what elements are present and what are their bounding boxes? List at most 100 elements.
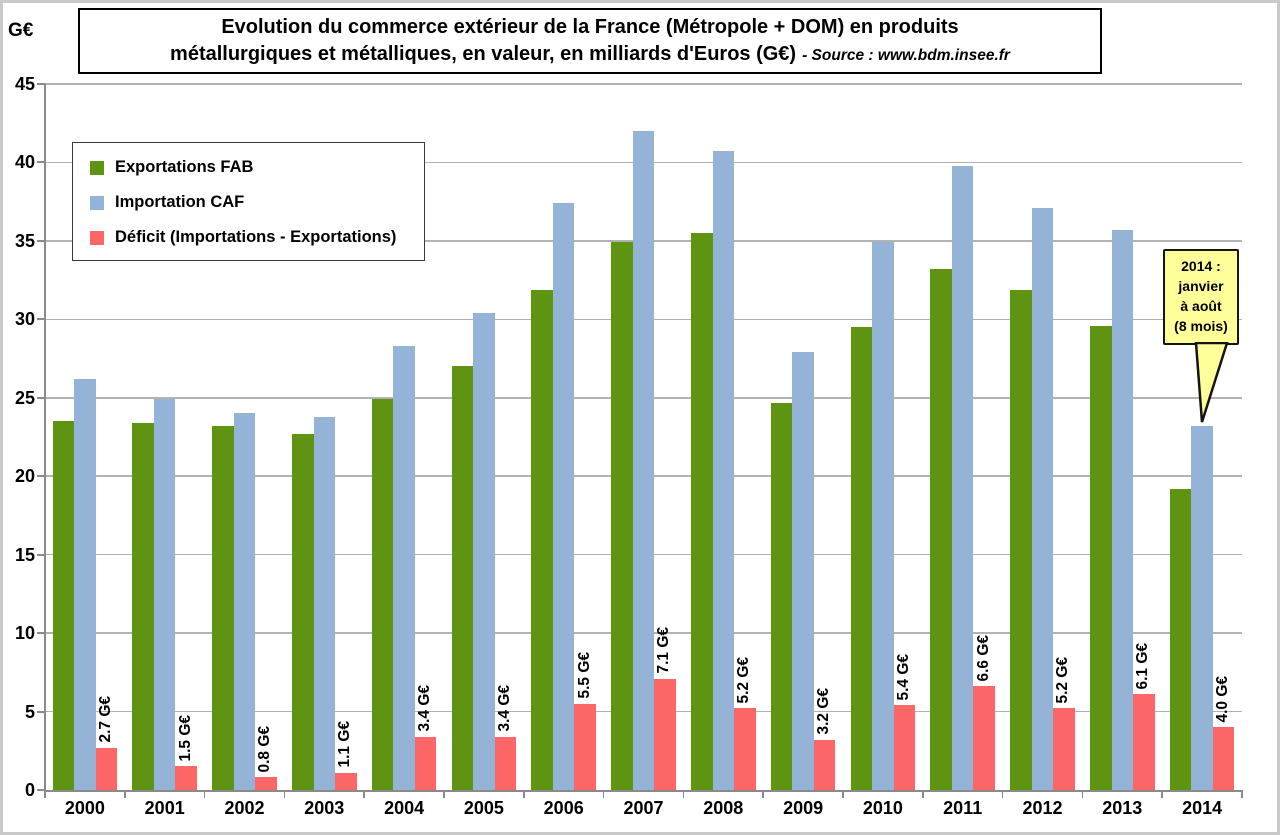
bar-deficit-2011: [973, 686, 995, 790]
legend-swatch-2: [90, 230, 104, 245]
bar-group-2013: 6.1 G€: [1082, 84, 1162, 790]
x-tick-mark-11: [922, 792, 924, 798]
y-tick-mark-45: [37, 83, 45, 85]
deficit-value-label-2006: 5.5 G€: [575, 652, 593, 699]
x-tick-mark-7: [602, 792, 605, 798]
x-axis-line: [44, 790, 1243, 792]
x-label-2006: 2006: [543, 798, 584, 818]
bar-importations-2000: [74, 378, 96, 790]
y-tick-mark-35: [37, 239, 45, 242]
x-tick-mark-8: [682, 792, 685, 798]
annotation-callout: 2014 : janvier à août (8 mois): [1163, 249, 1239, 345]
bar-group-2006: 5.5 G€: [524, 84, 604, 790]
bar-deficit-2005: [494, 736, 517, 790]
bar-importations-2003: [313, 416, 336, 790]
x-label-2010: 2010: [862, 798, 903, 818]
bar-deficit-2009: [813, 739, 836, 790]
bar-deficit-2006: [574, 703, 596, 790]
bar-group-2010: 5.4 G€: [843, 84, 923, 790]
annotation-line-0: 2014 :: [1181, 258, 1221, 275]
bar-deficit-2010: [893, 705, 916, 790]
deficit-value-label-2009: 3.2 G€: [815, 688, 833, 735]
x-tick-mark-10: [842, 792, 844, 798]
bar-group-2007: 7.1 G€: [604, 84, 684, 790]
bar-deficit-2000: [95, 747, 118, 790]
bar-importations-2007: [632, 131, 655, 790]
y-tick-label-25: 25: [14, 387, 35, 408]
y-tick-label-10: 10: [14, 623, 35, 644]
y-tick-label-5: 5: [24, 701, 35, 722]
deficit-value-label-2000: 2.7 G€: [96, 696, 114, 743]
gridline-45: [45, 83, 1242, 85]
bar-deficit-2014: [1212, 727, 1235, 790]
bar-exportations-2008: [691, 233, 713, 790]
bar-exportations-2003: [292, 433, 314, 790]
bar-importations-2002: [233, 413, 256, 790]
x-tick-mark-9: [762, 792, 764, 798]
bar-exportations-2012: [1010, 289, 1032, 790]
chart-title-box: Evolution du commerce extérieur de la Fr…: [78, 8, 1102, 74]
y-tick-label-20: 20: [14, 466, 35, 487]
x-label-2011: 2011: [943, 798, 983, 818]
bar-deficit-2002: [255, 777, 277, 790]
bar-group-2008: 5.2 G€: [683, 84, 763, 790]
y-tick-label-15: 15: [14, 544, 35, 565]
legend-label-0: Exportations FAB: [115, 158, 254, 176]
y-tick-mark-20: [37, 475, 45, 478]
deficit-value-label-2003: 1.1 G€: [336, 721, 354, 768]
deficit-value-label-2012: 5.2 G€: [1054, 656, 1072, 704]
deficit-value-label-2001: 1.5 G€: [176, 714, 194, 762]
bar-importations-2009: [792, 352, 814, 790]
bar-exportations-2009: [770, 402, 793, 790]
bar-exportations-2000: [52, 421, 75, 790]
y-tick-mark-10: [37, 632, 45, 635]
annotation-line-2: à août: [1180, 298, 1222, 314]
bar-exportations-2007: [611, 242, 633, 790]
deficit-value-label-2010: 5.4 G€: [894, 653, 912, 701]
deficit-value-label-2014: 4.0 G€: [1214, 675, 1232, 723]
x-label-2008: 2008: [703, 798, 744, 818]
x-tick-mark-12: [1001, 792, 1004, 798]
bar-exportations-2013: [1090, 325, 1112, 790]
bar-importations-2008: [712, 151, 735, 790]
y-tick-label-0: 0: [24, 780, 35, 800]
bar-exportations-2010: [850, 327, 873, 790]
x-tick-mark-14: [1161, 792, 1163, 798]
chart-source: - Source : www.bdm.insee.fr: [802, 47, 1010, 64]
bar-importations-2005: [473, 313, 495, 790]
x-tick-mark-4: [363, 792, 365, 798]
legend-item-1: Importation CAF: [90, 185, 424, 220]
bar-importations-2004: [393, 346, 415, 790]
y-tick-label-35: 35: [14, 230, 35, 251]
y-tick-label-30: 30: [14, 309, 35, 330]
y-axis-unit-label: G€: [8, 20, 34, 41]
x-tick-mark-15: [1241, 792, 1243, 798]
x-label-2004: 2004: [384, 798, 425, 818]
x-label-2003: 2003: [304, 798, 345, 818]
bar-deficit-2008: [734, 708, 756, 790]
bar-exportations-2006: [531, 289, 553, 790]
bar-importations-2010: [872, 242, 894, 790]
x-tick-mark-5: [443, 792, 445, 798]
bar-importations-2014: [1191, 426, 1213, 790]
x-label-2007: 2007: [623, 798, 664, 818]
x-tick-mark-0: [44, 792, 46, 798]
bar-importations-2006: [552, 203, 575, 790]
deficit-value-label-2007: 7.1 G€: [655, 627, 673, 674]
deficit-value-label-2004: 3.4 G€: [416, 685, 434, 732]
y-axis-line: [44, 84, 46, 791]
bar-exportations-2014: [1169, 488, 1192, 790]
bar-deficit-2013: [1133, 694, 1155, 790]
bar-exportations-2004: [371, 399, 394, 790]
bar-exportations-2011: [930, 269, 952, 790]
bar-deficit-2004: [414, 736, 437, 790]
legend-swatch-0: [90, 160, 104, 175]
x-label-2013: 2013: [1102, 798, 1143, 818]
deficit-value-label-2002: 0.8 G€: [256, 725, 274, 773]
bar-importations-2011: [951, 165, 974, 790]
bar-group-2004: 3.4 G€: [364, 84, 444, 790]
bar-group-2005: 3.4 G€: [444, 84, 524, 790]
bar-deficit-2003: [335, 772, 357, 790]
bar-group-2014: 4.0 G€: [1162, 84, 1242, 790]
bar-deficit-2012: [1053, 708, 1075, 790]
